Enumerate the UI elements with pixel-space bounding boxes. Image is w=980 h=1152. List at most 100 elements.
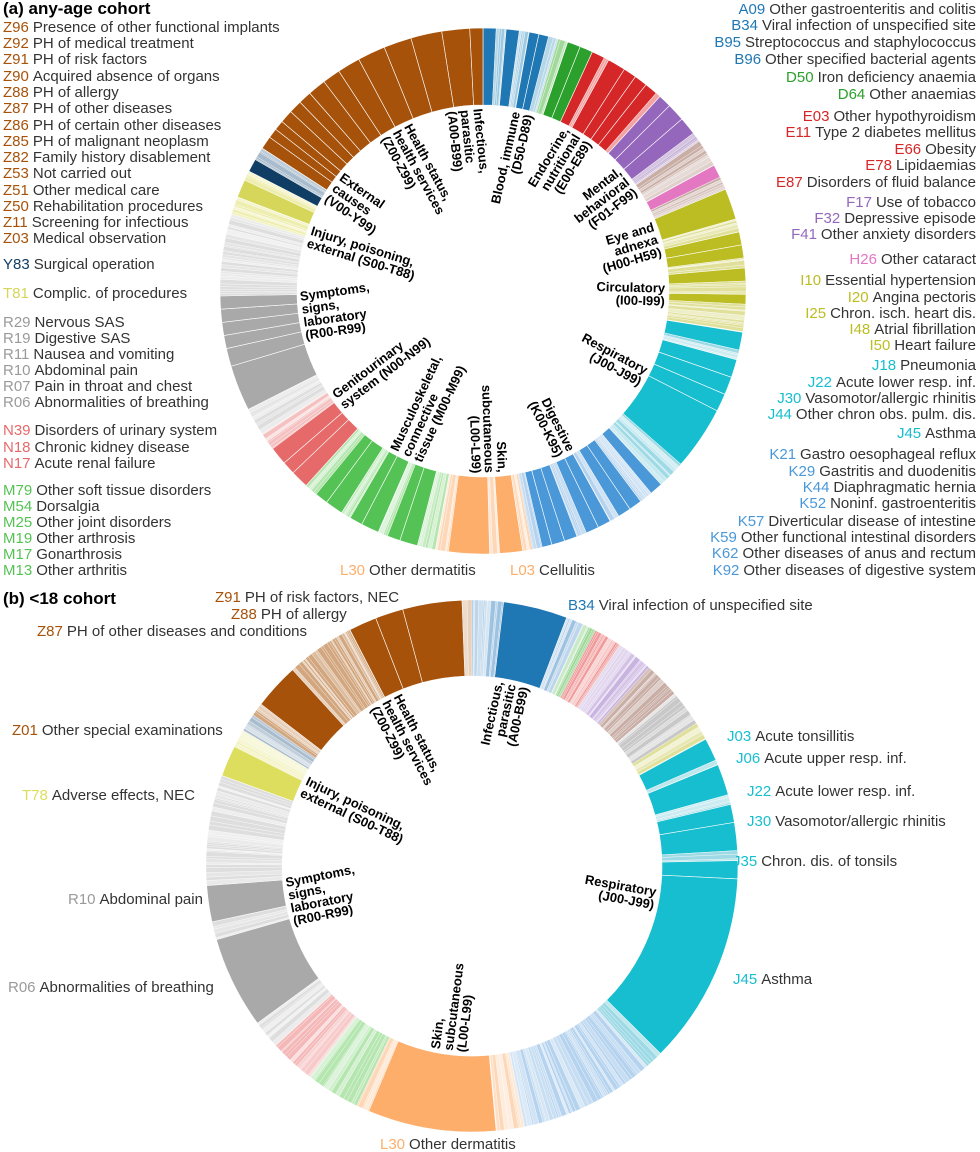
chapter-label-J: Respiratory(J00-J99)	[573, 330, 651, 389]
label-code: Z88	[3, 84, 29, 101]
label-text: Viral infection of unspecified site	[761, 17, 976, 34]
segment-other-Z	[471, 599, 473, 677]
label-K52: K52 Noninf. gastroenteritis	[799, 496, 976, 511]
label-b-L30: L30 Other dermatitis	[380, 1137, 516, 1152]
label-text: Vasomotor/allergic rhinitis	[775, 813, 946, 830]
label-b-J35: J35 Chron. dis. of tonsils	[733, 854, 897, 869]
label-text: Other dermatitis	[369, 562, 476, 579]
label-text: Other specified bacterial agents	[765, 51, 976, 68]
label-text: Other functional intestinal disorders	[740, 529, 976, 546]
label-code: Z96	[3, 19, 29, 36]
label-text: PH of other diseases	[32, 100, 173, 117]
label-K21: K21 Gastro oesophageal reflux	[769, 447, 976, 462]
label-text: Pneumonia	[900, 357, 976, 374]
label-text: Other anxiety disorders	[820, 226, 976, 243]
label-code: R29	[3, 314, 31, 331]
label-D64: D64 Other anaemias	[838, 87, 976, 102]
label-text: PH of allergy	[260, 606, 347, 623]
label-text: Noninf. gastroenteritis	[830, 495, 976, 512]
label-text: Digestive SAS	[34, 330, 131, 347]
label-D50: D50 Iron deficiency anaemia	[786, 70, 976, 85]
label-M79: M79 Other soft tissue disorders	[3, 483, 211, 498]
label-text: Other joint disorders	[36, 514, 172, 531]
label-text: Viral infection of unspecified site	[598, 597, 813, 614]
label-text: Asthma	[761, 971, 813, 988]
label-Z87: Z87 PH of other diseases	[3, 101, 172, 116]
label-A09: A09 Other gastroenteritis and colitis	[739, 2, 976, 17]
label-text: Not carried out	[32, 165, 132, 182]
label-code: K29	[788, 463, 816, 480]
label-code: Z90	[3, 68, 29, 85]
label-text: PH of allergy	[32, 84, 119, 101]
label-text: Other hypothyroidism	[833, 108, 976, 125]
label-code: Z53	[3, 165, 29, 182]
label-code: R11	[3, 346, 30, 363]
label-text: PH of malignant neoplasm	[32, 133, 209, 150]
label-code: L30	[340, 562, 366, 579]
chapter-label-R: Symptoms,signs,laboratory(R00-R99)	[284, 862, 363, 929]
label-code: M79	[3, 482, 33, 499]
label-text: Chron. dis. of tonsils	[761, 853, 898, 870]
label-text: Pain in throat and chest	[34, 378, 193, 395]
label-Z92: Z92 PH of medical treatment	[3, 36, 194, 51]
label-b-J03: J03 Acute tonsillitis	[727, 729, 854, 744]
label-text: Other special examinations	[41, 722, 223, 739]
label-b-Z91: Z91 PH of risk factors, NEC	[215, 590, 399, 605]
label-code: K59	[710, 529, 737, 546]
label-code: I20	[847, 289, 869, 306]
label-text: Other cataract	[880, 251, 976, 268]
label-text: Streptococcus and staphylococcus	[745, 34, 976, 51]
label-L30: L30 Other dermatitis	[340, 563, 476, 578]
label-text: Heart failure	[894, 337, 976, 354]
label-text: Other diseases of digestive system	[743, 562, 976, 579]
label-text: Chron. isch. heart dis.	[830, 305, 976, 322]
label-text: Presence of other functional implants	[32, 19, 280, 36]
label-text: Asthma	[925, 425, 976, 442]
label-code: N39	[3, 422, 31, 439]
label-text: Other soft tissue disorders	[36, 482, 212, 499]
label-Y83: Y83 Surgical operation	[3, 257, 155, 272]
label-text: PH of certain other diseases	[32, 117, 222, 134]
label-text: Other arthrosis	[36, 530, 136, 547]
label-text: Diaphragmatic hernia	[833, 479, 976, 496]
label-code: D50	[786, 69, 814, 86]
label-Z96: Z96 Presence of other functional implants	[3, 20, 280, 35]
label-b-R06: R06 Abnormalities of breathing	[8, 980, 214, 995]
label-code: E03	[802, 108, 830, 125]
label-text: Iron deficiency anaemia	[817, 69, 976, 86]
label-b-T78: T78 Adverse effects, NEC	[22, 788, 195, 803]
label-I20: I20 Angina pectoris	[848, 290, 976, 305]
label-code: Z85	[3, 133, 29, 150]
chapter-label-S: Injury, poisoning,external (S00-T88)	[305, 223, 420, 283]
chapter-label-I: Circulatory(I00-I99)	[596, 279, 666, 309]
label-code: Z91	[215, 589, 241, 606]
label-code: Z50	[3, 198, 29, 215]
chapter-label-L: Skin,subcutaneous(L00-L99)	[466, 384, 510, 473]
label-text: PH of risk factors, NEC	[244, 589, 400, 606]
label-L03: L03 Cellulitis	[510, 563, 595, 578]
label-Z82: Z82 Family history disablement	[3, 150, 210, 165]
label-code: B96	[734, 51, 762, 68]
label-code: M13	[3, 562, 33, 579]
label-text: Acute lower resp. inf.	[835, 374, 976, 391]
panel-a-title: (a) any-age cohort	[3, 0, 151, 18]
label-code: Z87	[37, 623, 63, 640]
label-code: J06	[736, 750, 761, 767]
label-code: J45	[896, 425, 922, 442]
label-code: F41	[791, 226, 817, 243]
label-J18: J18 Pneumonia	[872, 358, 976, 373]
label-text: Other diseases of anus and rectum	[742, 545, 976, 562]
label-code: K21	[769, 446, 797, 463]
label-text: Rehabilitation procedures	[32, 198, 203, 215]
label-T81: T81 Complic. of procedures	[3, 286, 187, 301]
label-code: R10	[68, 891, 96, 908]
chapter-label-K: Digestive(K00-K95)	[526, 393, 578, 460]
label-text: Other medical care	[32, 182, 160, 199]
label-text: Other dermatitis	[409, 1136, 516, 1152]
label-text: Atrial fibrillation	[874, 321, 976, 338]
label-text: Complic. of procedures	[32, 285, 188, 302]
label-code: J30	[747, 813, 772, 830]
label-E78: E78 Lipidaemias	[865, 158, 976, 173]
